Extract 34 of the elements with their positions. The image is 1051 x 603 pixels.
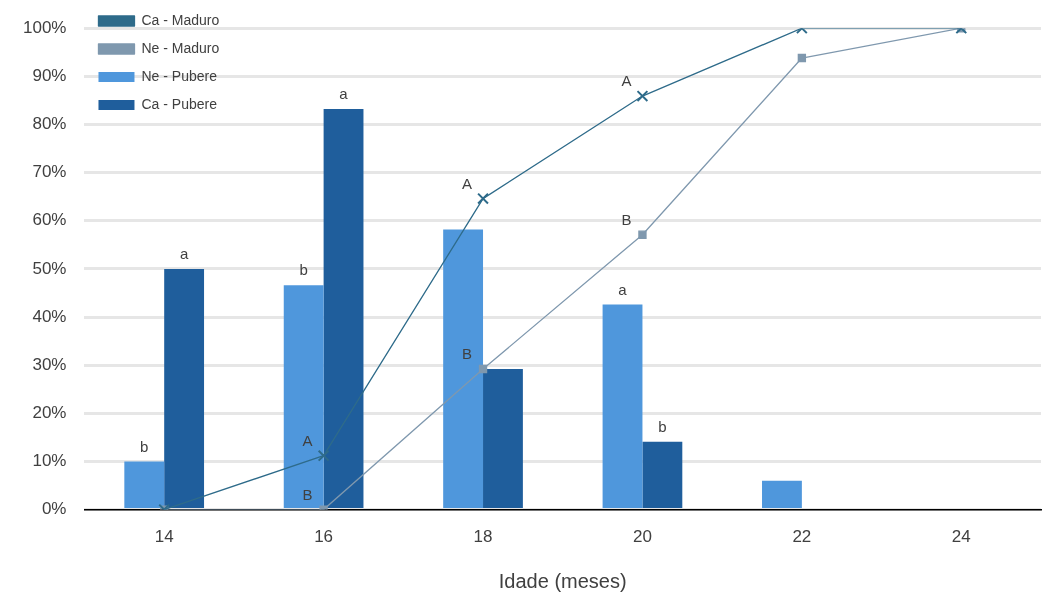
x-tick-label: 20 (632, 527, 652, 547)
legend-label: Ne - Maduro (141, 39, 220, 56)
y-tick-label: 0% (41, 499, 67, 519)
y-tick-label: 100% (23, 17, 67, 37)
x-axis-title: Idade (meses) (498, 569, 627, 592)
x-tick-label: 16 (314, 527, 334, 547)
annotation: B (462, 345, 473, 363)
x-tick-label: 22 (792, 527, 812, 547)
annotation: B (302, 485, 313, 503)
annotation: b (658, 417, 667, 435)
y-tick-label: 80% (32, 114, 67, 134)
y-tick-label: 50% (32, 258, 67, 278)
legend-label: Ca - Pubere (141, 95, 218, 112)
annotation: a (618, 280, 628, 298)
legend-label: Ne - Pubere (141, 67, 218, 84)
y-tick-label: 10% (32, 451, 67, 471)
annotation: A (462, 174, 473, 192)
y-tick-label: 30% (32, 354, 67, 374)
annotation: B (621, 210, 632, 228)
y-tick-label: 70% (32, 162, 67, 182)
y-tick-label: 40% (32, 306, 67, 326)
annotation: a (339, 85, 349, 103)
annotation: A (302, 431, 313, 449)
x-tick-label: 14 (154, 527, 174, 547)
y-tick-label: 90% (32, 66, 67, 86)
y-tick-label: 20% (32, 403, 67, 423)
x-tick-label: 24 (951, 527, 971, 547)
y-tick-label: 60% (32, 210, 67, 230)
annotation: b (140, 437, 149, 455)
legend-label: Ca - Maduro (141, 11, 220, 28)
annotation: A (621, 72, 632, 90)
annotation: a (179, 245, 189, 263)
x-tick-label: 18 (473, 527, 493, 547)
annotation: b (299, 261, 308, 279)
